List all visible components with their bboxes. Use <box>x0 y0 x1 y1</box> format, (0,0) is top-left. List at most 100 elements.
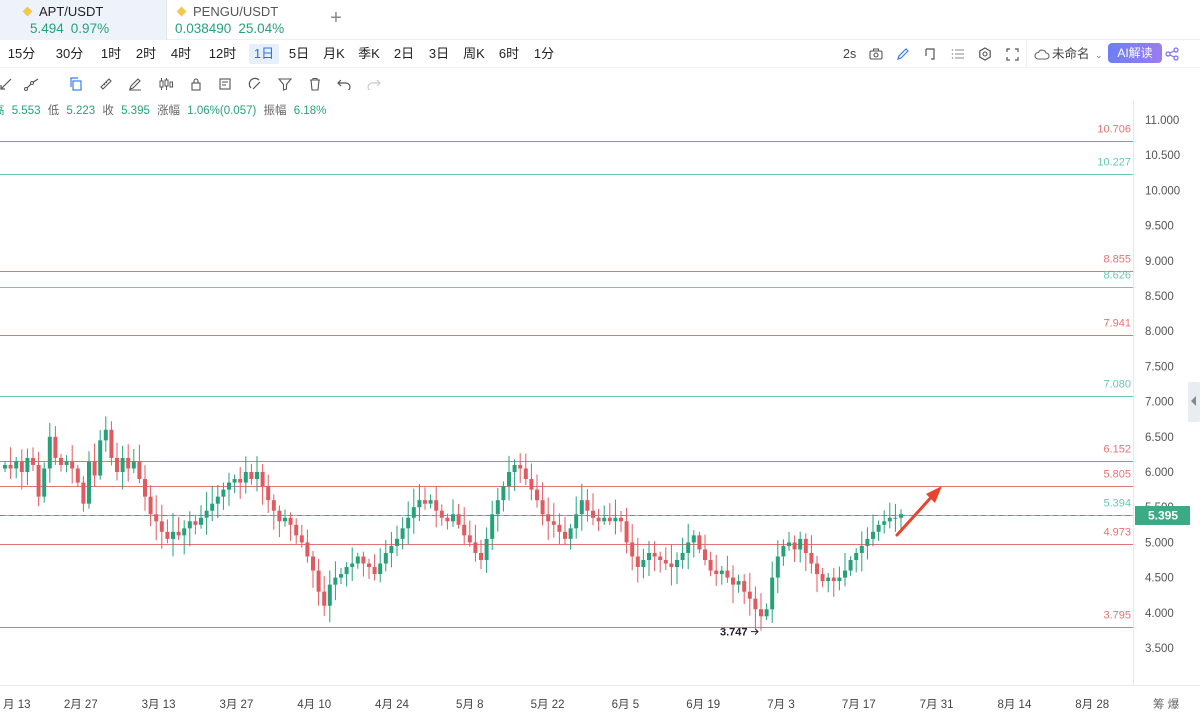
info-amp-label: 振幅 <box>263 105 287 117</box>
ai-interpret-button[interactable]: AI解读 <box>1108 43 1162 63</box>
edit-icon[interactable] <box>893 44 913 64</box>
draw-line-icon[interactable] <box>0 74 16 94</box>
candle-body <box>876 524 881 532</box>
interval-10[interactable]: 2日 <box>393 46 415 61</box>
candle-body <box>624 521 629 543</box>
candle-body <box>137 461 142 480</box>
copy-icon[interactable] <box>66 74 86 94</box>
share-icon[interactable] <box>1162 44 1182 64</box>
chevron-left-icon <box>1191 396 1196 406</box>
candle-body <box>148 496 153 515</box>
interval-8[interactable]: 月K <box>323 46 345 61</box>
candle-body <box>451 514 455 522</box>
candle-body <box>423 500 427 504</box>
interval-5[interactable]: 12时 <box>208 46 237 61</box>
magnet-icon[interactable] <box>245 74 265 94</box>
fullscreen-icon[interactable] <box>1002 44 1022 64</box>
level-label: 7.941 <box>1103 318 1131 330</box>
note-icon[interactable] <box>215 74 235 94</box>
frame-icon[interactable] <box>920 44 940 64</box>
candle-body <box>255 472 259 480</box>
candle-body <box>563 531 567 539</box>
camera-icon[interactable] <box>866 44 886 64</box>
refresh-interval[interactable]: 2s <box>843 47 857 61</box>
candle-body <box>815 563 819 575</box>
add-tab-button[interactable]: + <box>330 7 342 29</box>
candle-body <box>663 560 668 564</box>
interval-6[interactable]: 1日 <box>249 44 279 64</box>
candle-body <box>641 560 646 568</box>
candle-body <box>546 514 551 522</box>
interval-7[interactable]: 5日 <box>288 46 310 61</box>
candle-body <box>803 538 808 553</box>
candle-body <box>232 479 237 483</box>
candle-body <box>238 479 243 483</box>
interval-9[interactable]: 季K <box>358 46 380 61</box>
info-chg: 1.06%(0.057) <box>187 105 257 117</box>
interval-12[interactable]: 周K <box>463 46 485 61</box>
filter-icon[interactable] <box>275 74 295 94</box>
candle-body <box>159 521 164 532</box>
undo-icon[interactable] <box>334 74 354 94</box>
layout-name-select[interactable]: 未命名 ⌄ <box>1052 44 1103 64</box>
candle-body <box>764 609 769 617</box>
interval-11[interactable]: 3日 <box>428 46 450 61</box>
trend-arrow-head <box>926 486 942 503</box>
candle-body <box>708 560 713 571</box>
candle-body <box>467 535 472 543</box>
candle-body <box>770 577 775 610</box>
candle-body <box>327 584 332 606</box>
level-label: 10.706 <box>1097 124 1131 136</box>
y-tick-label: 4.500 <box>1145 573 1174 585</box>
drawing-toolbar <box>0 70 400 98</box>
candle-body <box>70 461 75 469</box>
tab-pengu-usdt[interactable]: PENGU/USDT 0.038490 25.04% <box>167 0 317 40</box>
candle-body <box>865 538 870 546</box>
interval-13[interactable]: 6时 <box>498 46 520 61</box>
trend-line-icon[interactable] <box>22 74 42 94</box>
x-tick-label: 6月 5 <box>612 699 640 711</box>
tab-price: 0.038490 <box>175 21 232 36</box>
level-label: 8.626 <box>1103 270 1131 282</box>
interval-4[interactable]: 4时 <box>170 46 192 61</box>
settings-icon[interactable] <box>975 44 995 64</box>
interval-0[interactable]: 15分 <box>7 46 36 61</box>
candle-body <box>652 552 657 557</box>
candle-body <box>490 514 495 539</box>
tab-apt-usdt[interactable]: APT/USDT 5.494 0.97% <box>0 0 167 40</box>
candle-body <box>372 567 377 575</box>
candle-body <box>126 457 131 469</box>
lock-icon[interactable] <box>186 74 206 94</box>
candle-body <box>557 524 562 532</box>
price-chart[interactable]: 10.706 10.227 8.855 8.626 7.941 7.080 6.152 5.8… <box>0 100 1200 725</box>
candle-body <box>781 545 786 557</box>
ohlc-info: 高 5.553 低 5.223 收 5.395 涨幅 1.06%(0.057) … <box>0 102 330 118</box>
divider <box>1026 40 1027 68</box>
ruler-icon[interactable] <box>96 74 116 94</box>
brush-icon[interactable] <box>125 74 145 94</box>
low-marker-label: 3.747 <box>720 627 748 639</box>
candle-body <box>613 517 618 522</box>
candle-body <box>753 598 758 610</box>
candle-body <box>574 514 579 529</box>
candle-body <box>619 517 623 522</box>
candle-body <box>389 545 394 553</box>
interval-1[interactable]: 30分 <box>55 46 84 61</box>
redo-icon[interactable] <box>364 74 384 94</box>
candle-body <box>854 552 859 560</box>
candle-pattern-icon[interactable] <box>156 74 176 94</box>
candle-body <box>199 517 203 525</box>
candle-body <box>260 472 265 487</box>
interval-3[interactable]: 2时 <box>135 46 157 61</box>
x-tick-label: 7月 3 <box>767 699 795 711</box>
list-icon[interactable] <box>948 44 968 64</box>
trash-icon[interactable] <box>305 74 325 94</box>
level-label: 5.805 <box>1103 469 1131 481</box>
x-tick-extra: 筹 爆 <box>1153 697 1180 711</box>
interval-14[interactable]: 1分 <box>533 46 555 61</box>
candle-body <box>53 436 58 458</box>
panel-handle[interactable] <box>1188 382 1200 422</box>
trend-arrow[interactable] <box>895 491 937 537</box>
interval-2[interactable]: 1时 <box>100 46 122 61</box>
candle-body <box>81 482 86 504</box>
